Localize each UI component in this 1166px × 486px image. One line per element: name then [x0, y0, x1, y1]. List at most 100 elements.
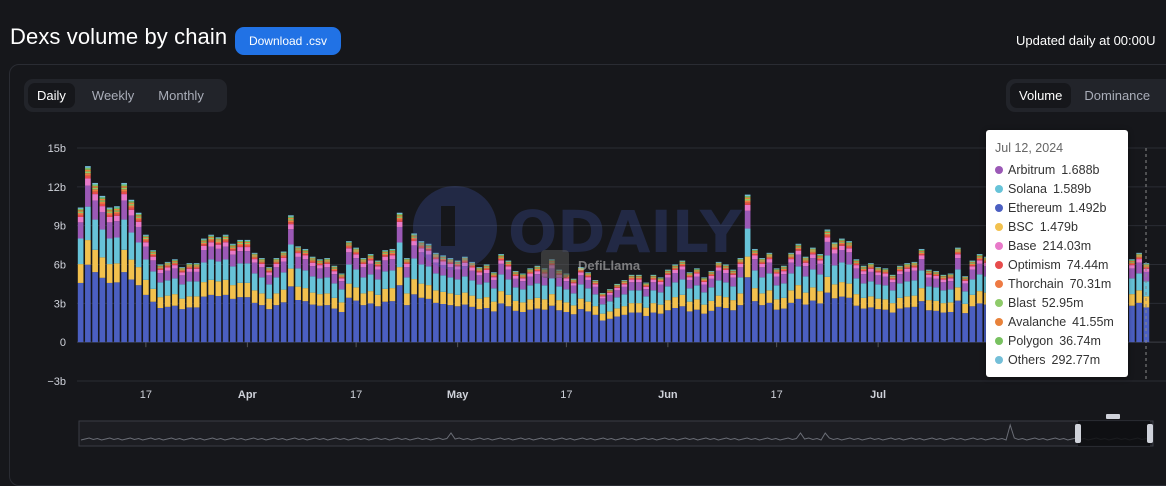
- bar-segment-optimism: [752, 254, 758, 255]
- tooltip-series-value: 41.55m: [1072, 315, 1114, 329]
- brush-track[interactable]: [79, 421, 1153, 446]
- bar-segment-blast: [332, 268, 338, 269]
- bar-segment-blast: [281, 254, 287, 255]
- bar-segment-others: [317, 259, 323, 260]
- bar-segment-thorchain: [832, 246, 838, 248]
- bar-segment-polygon: [1136, 254, 1142, 255]
- bar-segment-base: [810, 254, 816, 258]
- bar-segment-solana: [121, 220, 127, 250]
- bar-segment-bsc: [854, 294, 860, 306]
- bar-segment-ethereum: [825, 293, 831, 343]
- bar-segment-solana: [295, 268, 301, 286]
- bar-segment-ethereum: [694, 310, 700, 342]
- bar-segment-base: [875, 272, 881, 275]
- bar-segment-polygon: [245, 241, 251, 242]
- bar-segment-optimism: [672, 269, 678, 270]
- bar-segment-optimism: [723, 269, 729, 270]
- bar-segment-thorchain: [281, 255, 287, 256]
- bar-segment-arbitrum: [165, 271, 171, 281]
- bar-segment-solana: [897, 283, 903, 298]
- bar-segment-optimism: [890, 279, 896, 280]
- bar-segment-polygon: [158, 265, 164, 266]
- bar-segment-solana: [629, 290, 635, 303]
- bar-segment-blast: [912, 264, 918, 265]
- bar-segment-polygon: [890, 276, 896, 277]
- bar-segment-arbitrum: [1129, 268, 1135, 278]
- bar-segment-bsc: [948, 302, 954, 312]
- bar-segment-ethereum: [295, 300, 301, 342]
- bar-segment-solana: [1136, 273, 1142, 290]
- bar-segment-arbitrum: [701, 285, 707, 293]
- bar-segment-others: [310, 257, 316, 258]
- bar-segment-thorchain: [208, 239, 214, 241]
- bar-segment-optimism: [288, 222, 294, 224]
- bar-segment-ethereum: [150, 302, 156, 342]
- bar-segment-base: [629, 280, 635, 283]
- bar-segment-ethereum: [129, 280, 135, 343]
- bar-segment-blast: [187, 266, 193, 267]
- bar-segment-bsc: [440, 292, 446, 304]
- bar-segment-avalanche: [143, 237, 149, 238]
- brush-right-handle[interactable]: [1147, 424, 1153, 443]
- bar-segment-arbitrum: [172, 268, 178, 278]
- bar-segment-arbitrum: [723, 273, 729, 282]
- bar-segment-ethereum: [165, 307, 171, 342]
- bar-segment-avalanche: [672, 266, 678, 267]
- bar-segment-avalanche: [477, 269, 483, 270]
- bar-segment-avalanche: [832, 244, 838, 245]
- bar-segment-avalanche: [78, 210, 84, 211]
- bar-segment-optimism: [701, 281, 707, 282]
- bar-segment-ethereum: [897, 309, 903, 343]
- bar-segment-solana: [426, 266, 432, 285]
- bar-segment-solana: [440, 275, 446, 291]
- bar-segment-others: [223, 235, 229, 236]
- bar-segment-thorchain: [85, 173, 91, 176]
- bar-segment-optimism: [187, 268, 193, 269]
- bar-segment-others: [810, 248, 816, 249]
- bar-segment-ethereum: [817, 303, 823, 342]
- bar-segment-polygon: [788, 254, 794, 255]
- bar-segment-solana: [962, 291, 968, 304]
- bar-segment-others: [796, 244, 802, 245]
- bar-segment-avalanche: [970, 262, 976, 263]
- brush-left-handle[interactable]: [1075, 424, 1081, 443]
- bar-segment-bsc: [274, 293, 280, 305]
- bar-segment-arbitrum: [803, 266, 809, 276]
- bar-segment-base: [491, 277, 497, 280]
- bar-segment-optimism: [651, 279, 657, 280]
- bar-segment-others: [150, 250, 156, 251]
- bar-segment-avalanche: [593, 281, 599, 282]
- bar-segment-optimism: [484, 269, 490, 270]
- bar-segment-polygon: [759, 259, 765, 260]
- bar-segment-thorchain: [955, 251, 961, 252]
- bar-segment-others: [266, 267, 272, 268]
- bar-segment-solana: [513, 287, 519, 301]
- bar-segment-thorchain: [295, 250, 301, 251]
- bar-segment-solana: [274, 277, 280, 293]
- bar-segment-base: [781, 271, 787, 274]
- bar-segment-thorchain: [941, 278, 947, 279]
- bar-segment-thorchain: [759, 261, 765, 262]
- bar-segment-base: [150, 257, 156, 261]
- bar-segment-base: [919, 255, 925, 259]
- bar-segment-arbitrum: [730, 278, 736, 287]
- bar-segment-others: [520, 274, 526, 275]
- bar-segment-polygon: [477, 268, 483, 269]
- bar-segment-ethereum: [375, 306, 381, 342]
- bar-segment-ethereum: [875, 309, 881, 342]
- brush-selection[interactable]: [1078, 421, 1150, 446]
- bar-segment-base: [643, 287, 649, 289]
- bar-segment-solana: [216, 261, 222, 281]
- bar-segment-solana: [506, 279, 512, 294]
- bar-segment-base: [861, 271, 867, 274]
- brush-drag-grip[interactable]: [1106, 414, 1120, 419]
- bar-segment-polygon: [85, 168, 91, 170]
- bar-segment-ethereum: [600, 321, 606, 343]
- bar-segment-bsc: [498, 291, 504, 303]
- bar-segment-others: [948, 274, 954, 275]
- tooltip-series-name: Optimism: [1008, 258, 1061, 272]
- bar-segment-arbitrum: [556, 278, 562, 287]
- bar-segment-ethereum: [687, 311, 693, 342]
- bar-segment-others: [622, 280, 628, 281]
